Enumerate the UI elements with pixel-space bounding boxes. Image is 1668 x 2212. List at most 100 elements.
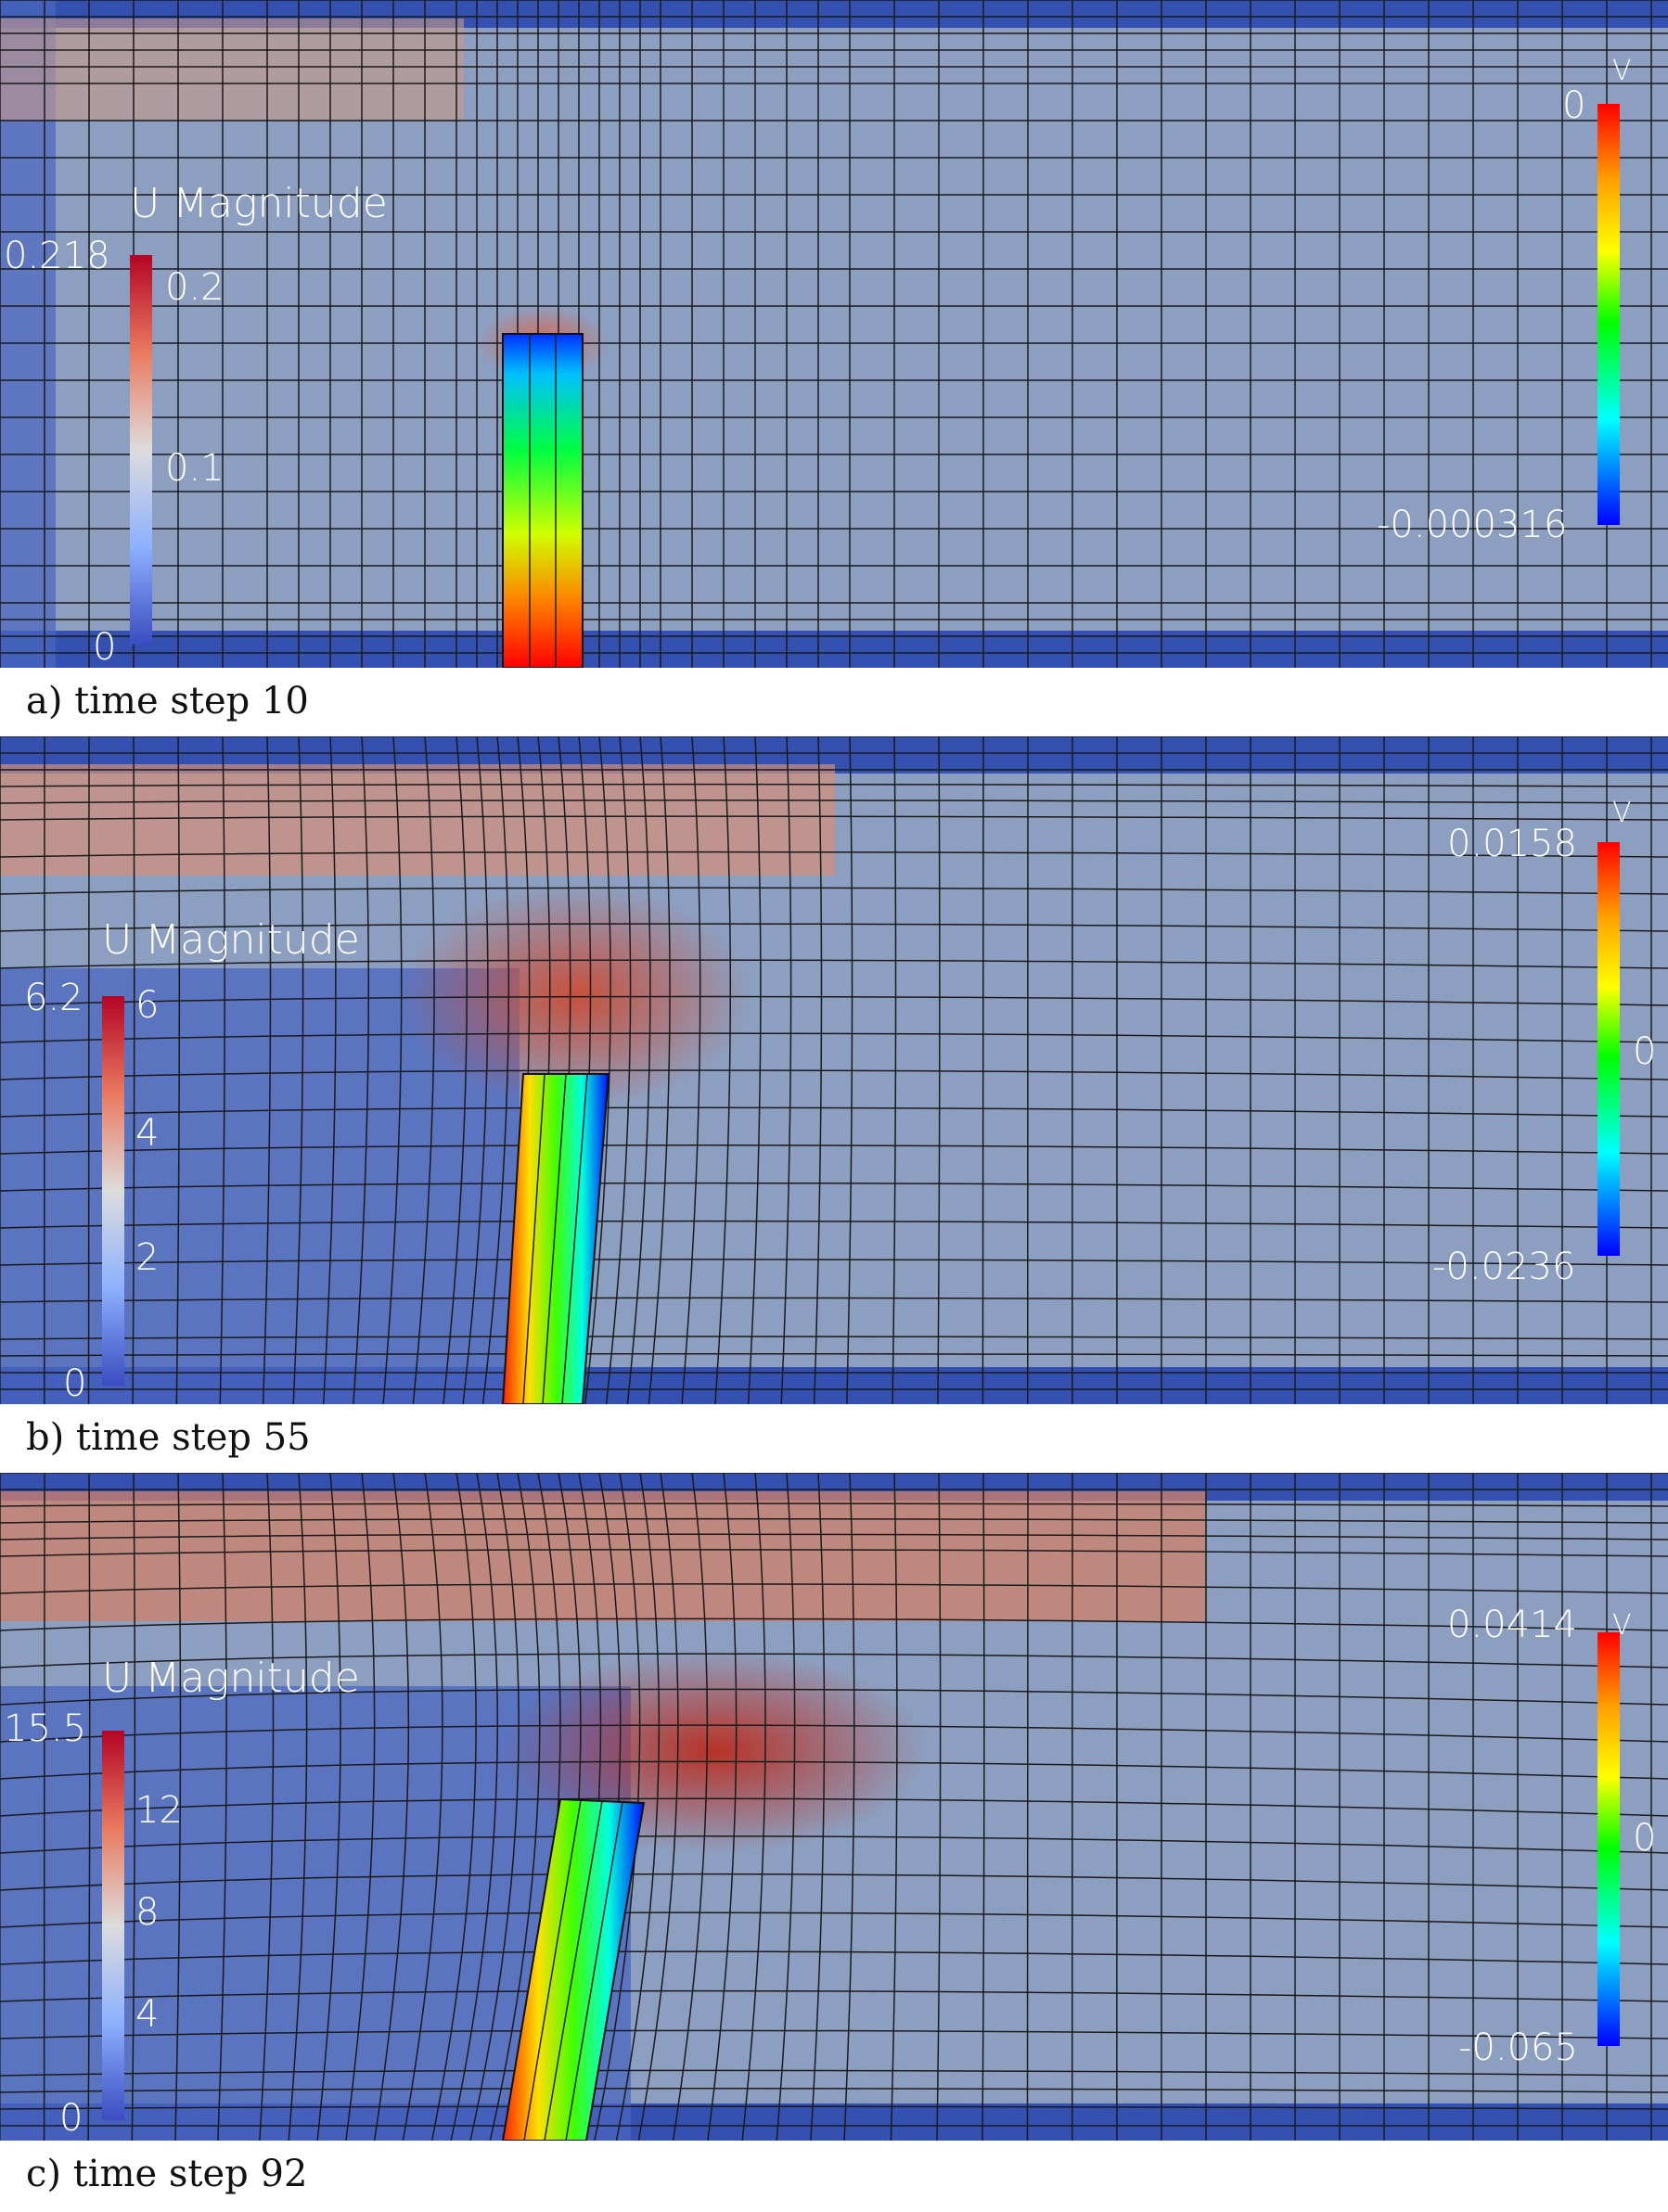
mesh-line (0, 1533, 1668, 1541)
mesh-line (217, 1473, 227, 2141)
mesh-line (0, 799, 1668, 804)
mesh-line (890, 1473, 898, 2141)
mesh-line (648, 736, 671, 1404)
panel-a: U Magnitude 0.218 0.2 0.1 0 V 0 -0.00031… (0, 0, 1668, 668)
u-legend-tick: 0 (63, 1362, 87, 1404)
u-colorbar (130, 255, 152, 645)
mesh-line (322, 736, 337, 1404)
mesh-line (714, 736, 732, 1404)
mesh-line (1026, 736, 1029, 1404)
u-legend-tick: 4 (135, 1993, 160, 2036)
mesh-line (892, 736, 897, 1404)
panel-b: U Magnitude 6.2 6 4 2 0 V 0.0158 0 -0.02… (0, 736, 1668, 1404)
mesh-line (0, 2088, 1668, 2093)
mesh-line (0, 1297, 1668, 1303)
v-legend-title: V (1612, 797, 1632, 829)
v-colorbar (1597, 104, 1620, 525)
mesh-line (0, 1653, 1668, 1669)
mesh-line (0, 783, 1668, 787)
caption-a: a) time step 10 (26, 680, 309, 722)
v-legend-min: -0.065 (1458, 2027, 1578, 2069)
v-legend-title: V (1612, 55, 1632, 87)
mesh-line (0, 1835, 1668, 1854)
mesh-line (843, 1473, 855, 2141)
u-legend-tick: 2 (135, 1236, 160, 1279)
mesh-line (813, 736, 823, 1404)
mesh-line (937, 736, 941, 1404)
u-legend-tick: 8 (135, 1891, 160, 1934)
v-legend-mid: 0 (1633, 1030, 1657, 1073)
mesh-line (0, 815, 1668, 821)
mesh-line (262, 736, 272, 1404)
mesh-line (707, 1473, 738, 2141)
mesh-line (0, 1950, 1668, 1965)
mesh-line (776, 1473, 796, 2141)
mesh-line (0, 1873, 1668, 1891)
mesh-line (402, 1473, 443, 2141)
caption-c: c) time step 92 (26, 2153, 308, 2195)
mesh-line (0, 2069, 1668, 2077)
caption-b: b) time step 55 (26, 1416, 311, 1459)
mesh-line (292, 736, 304, 1404)
u-legend-title: U Magnitude (102, 916, 360, 964)
simulation-field-c (0, 1473, 1668, 2141)
mesh-line (1026, 1473, 1030, 2141)
mesh-line (672, 1473, 709, 2141)
simulation-field-b (0, 736, 1668, 1404)
u-legend-tick: 0.2 (165, 266, 225, 309)
mesh-line (0, 1032, 1668, 1043)
mesh-line (0, 887, 1668, 895)
mesh-line (0, 1797, 1668, 1817)
mesh-line (131, 1473, 136, 2141)
mesh-line (462, 736, 489, 1404)
mesh-line (982, 736, 985, 1404)
mesh-line (0, 1549, 1668, 1557)
u-legend-title: U Magnitude (130, 180, 388, 227)
mesh-line (259, 1473, 275, 2141)
mesh-line (741, 1473, 766, 2141)
v-legend-max: 0.0158 (1447, 823, 1577, 865)
mesh-line (605, 736, 632, 1404)
mesh-grid (0, 0, 1668, 668)
u-legend-tick: 0.1 (165, 447, 225, 490)
mesh-line (626, 736, 651, 1404)
mesh-line (0, 1617, 1668, 1631)
mesh-line (584, 736, 611, 1404)
mesh-line (0, 1387, 1668, 1390)
mesh-line (132, 736, 135, 1404)
mesh-line (0, 1517, 1668, 1524)
mesh-line (0, 751, 1668, 754)
mesh-line (0, 1353, 1668, 1357)
mesh-line (443, 736, 468, 1404)
mesh-line (0, 2105, 1668, 2110)
mesh-line (0, 1724, 1668, 1743)
mesh-line (353, 736, 370, 1404)
mesh-line (412, 736, 435, 1404)
mesh-line (846, 736, 853, 1404)
mesh-line (0, 1583, 1668, 1594)
mesh-line (489, 1473, 541, 2141)
mesh-line (481, 736, 510, 1404)
u-legend-max: 0.218 (4, 235, 110, 277)
mesh-line (373, 1473, 410, 2141)
mesh-line (0, 1259, 1668, 1266)
u-legend-tick: 4 (135, 1112, 160, 1155)
u-legend-tick: 0 (93, 626, 117, 668)
mesh-line (0, 1912, 1668, 1928)
mesh-line (0, 1069, 1668, 1080)
v-legend-max: 0.0414 (1447, 1604, 1577, 1646)
mesh-line (87, 1473, 91, 2141)
mesh-line (0, 1336, 1668, 1340)
mesh-line (316, 1473, 341, 2141)
mesh-line (469, 1473, 520, 2141)
mesh-line (175, 736, 181, 1404)
simulation-field-a (0, 0, 1668, 668)
mesh-line (936, 1473, 942, 2141)
mesh-line (0, 850, 1668, 858)
mesh-line (0, 1106, 1668, 1118)
mesh-line (450, 1473, 499, 2141)
v-legend-min: -0.0236 (1432, 1246, 1576, 1288)
u-legend-tick: 6 (135, 984, 160, 1027)
mesh-line (174, 1473, 182, 2141)
v-legend-mid: 0 (1633, 1817, 1657, 1860)
